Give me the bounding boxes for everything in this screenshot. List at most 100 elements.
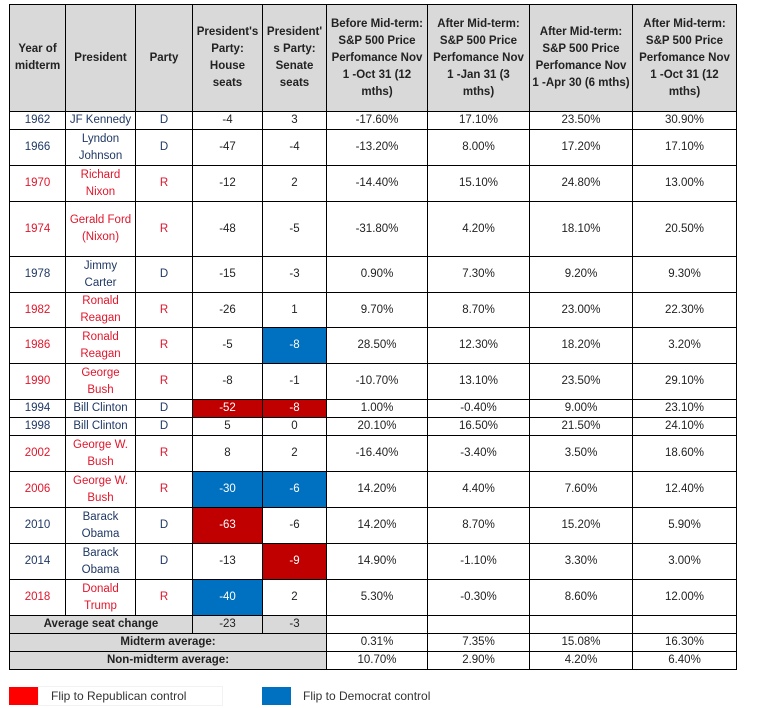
before-12m-cell: -13.20% — [326, 129, 428, 166]
header-after-6m: After Mid-term: S&P 500 Price Perfomance… — [529, 4, 633, 112]
house-seats-cell: -15 — [192, 256, 263, 293]
after-12m-cell: 20.50% — [632, 201, 737, 257]
senate-seats-cell: -5 — [262, 201, 327, 257]
after-6m-cell: 23.50% — [529, 111, 633, 130]
table-row: 1994 Bill Clinton D -52 -8 1.00% -0.40% 9.00% 23… — [9, 399, 737, 418]
house-seats-cell: -8 — [192, 363, 263, 400]
senate-seats-cell: 2 — [262, 165, 327, 202]
house-seats-cell: -52 — [192, 399, 263, 418]
header-senate-seats: President' s Party: Senate seats — [262, 4, 327, 112]
senate-seats-cell: 1 — [262, 292, 327, 328]
non-midterm-average-before-12m: 10.70% — [326, 651, 428, 670]
after-3m-cell: 13.10% — [427, 363, 530, 400]
president-cell: Barack Obama — [65, 543, 136, 580]
house-seats-cell: -40 — [192, 579, 263, 616]
non-midterm-average-after-6m: 4.20% — [529, 651, 633, 670]
house-seats-cell: -5 — [192, 327, 263, 364]
after-3m-cell: 17.10% — [427, 111, 530, 130]
non-midterm-average-label: Non-midterm average: — [9, 651, 327, 670]
after-3m-cell: 4.40% — [427, 471, 530, 508]
after-12m-cell: 5.90% — [632, 507, 737, 544]
president-cell: Ronald Reagan — [65, 327, 136, 364]
year-cell: 1966 — [9, 129, 66, 166]
party-cell: D — [135, 129, 193, 166]
senate-seats-cell: -4 — [262, 129, 327, 166]
before-12m-cell: 14.20% — [326, 507, 428, 544]
after-3m-cell: 8.70% — [427, 507, 530, 544]
after-12m-cell: 12.00% — [632, 579, 737, 616]
table-row: 1978 Jimmy Carter D -15 -3 0.90% 7.30% 9.20% 9.3… — [9, 256, 737, 293]
after-3m-cell: 12.30% — [427, 327, 530, 364]
midterm-average-label: Midterm average: — [9, 633, 327, 652]
year-cell: 1998 — [9, 417, 66, 436]
empty-cell — [427, 615, 530, 634]
house-seats-cell: -4 — [192, 111, 263, 130]
table-row: 1962 JF Kennedy D -4 3 -17.60% 17.10% 23.50% 30.… — [9, 111, 737, 130]
after-12m-cell: 23.10% — [632, 399, 737, 418]
year-cell: 2002 — [9, 435, 66, 472]
midterm-average-row: Midterm average: 0.31% 7.35% 15.08% 16.3… — [9, 633, 737, 652]
table-row: 1970 Richard Nixon R -12 2 -14.40% 15.10% 24.80… — [9, 165, 737, 202]
after-6m-cell: 18.10% — [529, 201, 633, 257]
year-cell: 2018 — [9, 579, 66, 616]
before-12m-cell: 20.10% — [326, 417, 428, 436]
after-6m-cell: 8.60% — [529, 579, 633, 616]
party-cell: R — [135, 579, 193, 616]
before-12m-cell: -31.80% — [326, 201, 428, 257]
average-senate-change: -3 — [262, 615, 327, 634]
before-12m-cell: 9.70% — [326, 292, 428, 328]
midterm-average-after-3m: 7.35% — [427, 633, 530, 652]
party-cell: R — [135, 435, 193, 472]
before-12m-cell: -14.40% — [326, 165, 428, 202]
party-cell: D — [135, 417, 193, 436]
header-after-12m: After Mid-term: S&P 500 Price Perfomance… — [632, 4, 737, 112]
senate-seats-cell: -9 — [262, 543, 327, 580]
table-row: 1990 George Bush R -8 -1 -10.70% 13.10% 23.50% 2… — [9, 363, 737, 400]
table-row: 2002 George W. Bush R 8 2 -16.40% -3.40% 3.50% 1… — [9, 435, 737, 472]
after-3m-cell: 7.30% — [427, 256, 530, 293]
after-12m-cell: 18.60% — [632, 435, 737, 472]
after-12m-cell: 24.10% — [632, 417, 737, 436]
house-seats-cell: -48 — [192, 201, 263, 257]
after-6m-cell: 18.20% — [529, 327, 633, 364]
house-seats-cell: 8 — [192, 435, 263, 472]
midterm-election-sp500-table: Year of midterm President Party Presiden… — [9, 4, 737, 670]
year-cell: 1970 — [9, 165, 66, 202]
year-cell: 1994 — [9, 399, 66, 418]
non-midterm-average-after-3m: 2.90% — [427, 651, 530, 670]
president-cell: Bill Clinton — [65, 417, 136, 436]
year-cell: 1982 — [9, 292, 66, 328]
average-seat-change-row: Average seat change -23 -3 — [9, 615, 737, 634]
senate-seats-cell: -6 — [262, 471, 327, 508]
after-3m-cell: -0.40% — [427, 399, 530, 418]
after-3m-cell: -1.10% — [427, 543, 530, 580]
house-seats-cell: -13 — [192, 543, 263, 580]
table-row: 1966 Lyndon Johnson D -47 -4 -13.20% 8.00% 17.2… — [9, 129, 737, 166]
legend-republican: Flip to Republican control — [9, 685, 223, 706]
president-cell: Bill Clinton — [65, 399, 136, 418]
after-12m-cell: 9.30% — [632, 256, 737, 293]
table-row: 2018 Donald Trump R -40 2 5.30% -0.30% 8.60% 12.… — [9, 579, 737, 616]
legend-democrat: Flip to Democrat control — [262, 686, 430, 705]
year-cell: 1978 — [9, 256, 66, 293]
legend-republican-label-box: Flip to Republican control — [38, 685, 223, 706]
after-6m-cell: 17.20% — [529, 129, 633, 166]
president-cell: Donald Trump — [65, 579, 136, 616]
after-3m-cell: -0.30% — [427, 579, 530, 616]
non-midterm-average-row: Non-midterm average: 10.70% 2.90% 4.20% … — [9, 651, 737, 670]
after-12m-cell: 29.10% — [632, 363, 737, 400]
senate-seats-cell: 2 — [262, 579, 327, 616]
legend-democrat-swatch — [262, 686, 291, 705]
empty-cell — [529, 615, 633, 634]
after-3m-cell: -3.40% — [427, 435, 530, 472]
year-cell: 2006 — [9, 471, 66, 508]
president-cell: Ronald Reagan — [65, 292, 136, 328]
party-cell: R — [135, 327, 193, 364]
after-12m-cell: 13.00% — [632, 165, 737, 202]
after-12m-cell: 3.00% — [632, 543, 737, 580]
before-12m-cell: 28.50% — [326, 327, 428, 364]
empty-cell — [326, 615, 428, 634]
header-row: Year of midterm President Party Presiden… — [9, 4, 737, 112]
before-12m-cell: 0.90% — [326, 256, 428, 293]
midterm-average-before-12m: 0.31% — [326, 633, 428, 652]
